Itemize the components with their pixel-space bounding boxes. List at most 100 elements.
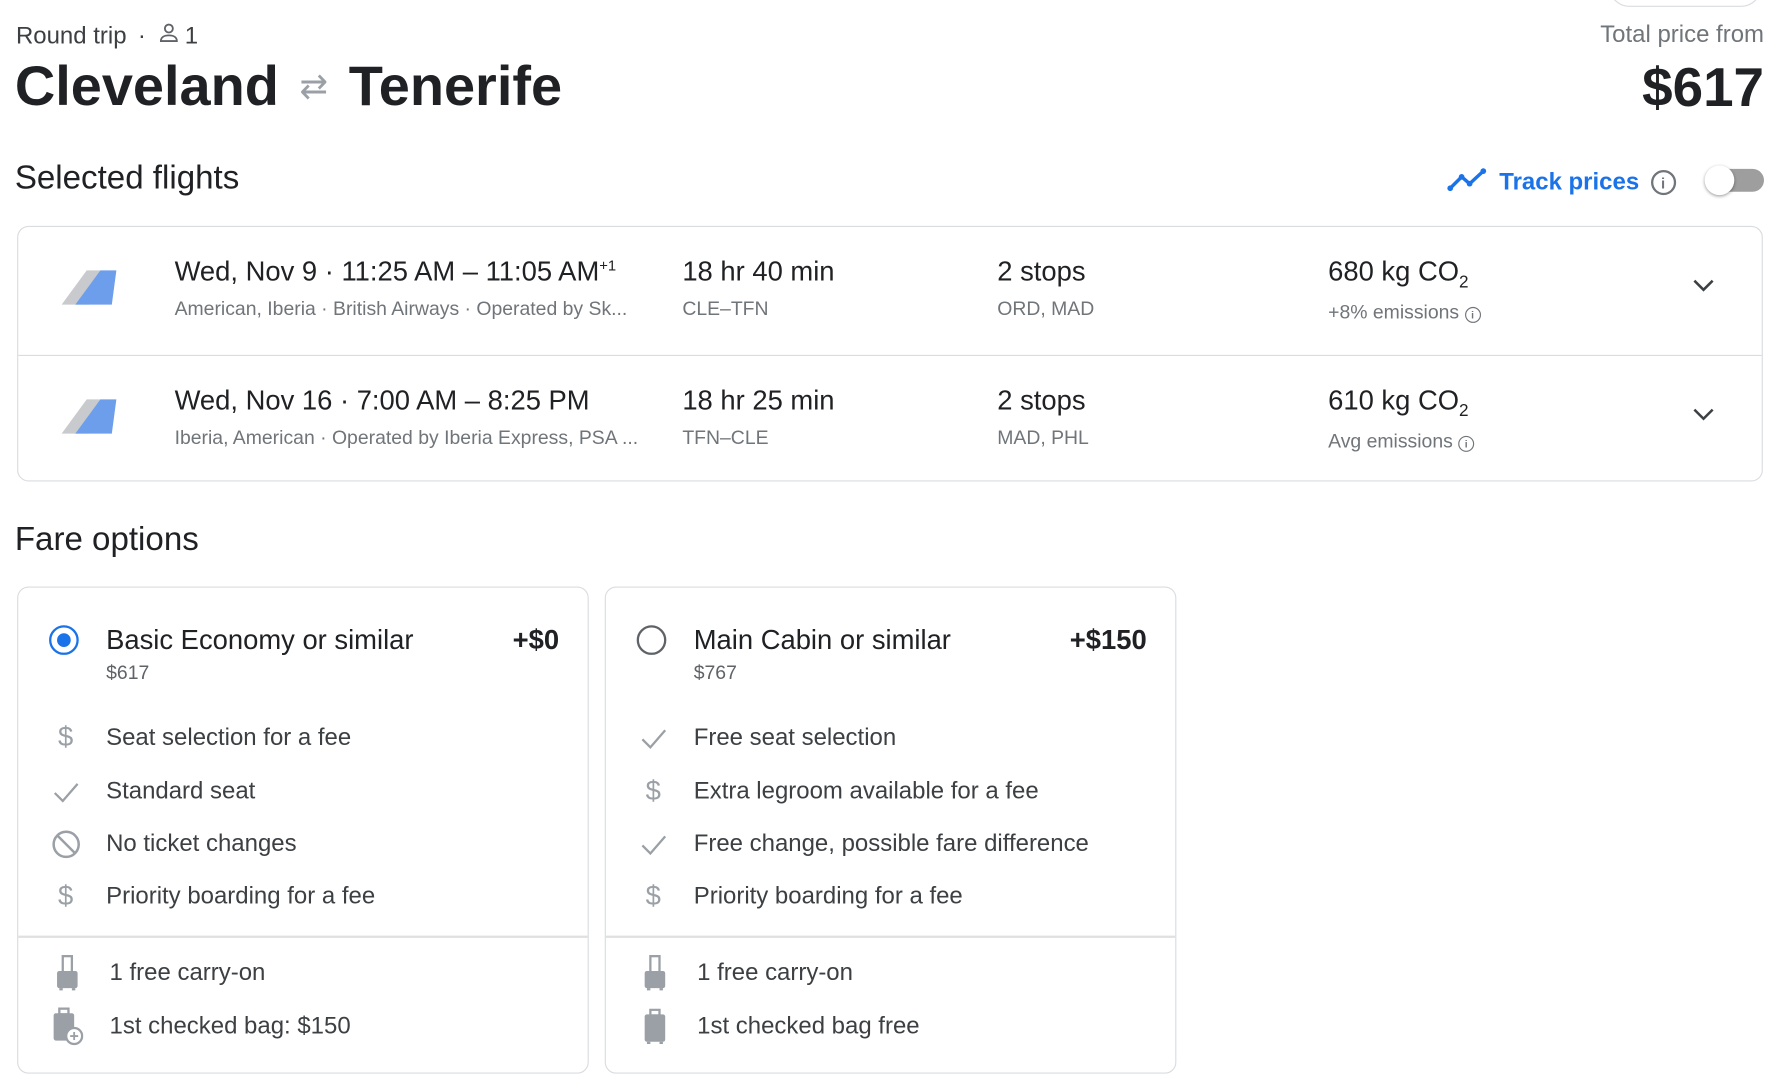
carry-on-icon [606, 955, 697, 992]
passenger-count: 1 [184, 22, 199, 50]
day-offset: +1 [599, 256, 617, 274]
chevron-down-icon[interactable] [1691, 273, 1716, 298]
selected-flights-heading: Selected flights [14, 159, 240, 197]
fare-feature: No ticket changes [18, 827, 297, 861]
airline-tail-icon [61, 399, 117, 434]
track-prices-toggle[interactable] [1704, 165, 1764, 196]
info-icon[interactable]: i [1650, 170, 1676, 196]
fare-radio[interactable] [636, 625, 667, 655]
fare-feature-text: Free change, possible fare difference [693, 830, 1089, 857]
airlines: Iberia, American · Operated by Iberia Ex… [174, 426, 639, 449]
fare-feature-text: No ticket changes [106, 830, 297, 857]
airline-tail-icon [61, 270, 117, 305]
duration: 18 hr 40 min [682, 256, 835, 288]
emissions-note: +8% emissions i [1328, 301, 1481, 324]
fare-option-basic-economy[interactable]: Basic Economy or similar $617 +$0 $ Seat s… [17, 586, 589, 1074]
block-icon [18, 830, 106, 860]
checked-bag-add-icon [18, 1007, 109, 1047]
chevron-down-icon[interactable] [1691, 402, 1716, 427]
trip-summary: Round trip · 1 [16, 22, 198, 52]
emissions-value: 610 kg CO [1328, 385, 1460, 417]
fare-name: Main Cabin [693, 625, 833, 657]
fare-price-delta: +$0 [512, 625, 560, 657]
divider [605, 935, 1176, 938]
track-prices[interactable]: Track prices i [1447, 167, 1676, 199]
fare-title: Basic Economy or similar [106, 625, 413, 657]
check-icon [606, 727, 694, 750]
dollar-icon: $ [645, 775, 661, 807]
info-icon[interactable]: i [1464, 306, 1481, 323]
fare-feature: Free change, possible fare difference [606, 827, 1089, 861]
route: CLE–TFN [682, 297, 769, 320]
trend-icon [1447, 167, 1488, 199]
flight-date: Wed, Nov 16 [174, 385, 333, 417]
fare-option-main-cabin[interactable]: Main Cabin or similar $767 +$150 Free sea… [604, 586, 1177, 1074]
fare-feature: Standard seat [18, 775, 255, 809]
dollar-icon: $ [57, 880, 74, 912]
person-icon [157, 22, 180, 52]
origin-city: Cleveland [14, 55, 279, 118]
selected-flights-card: Wed, Nov 9 · 11:25 AM – 11:05 AM+1 Ameri… [17, 225, 1763, 484]
check-icon [18, 780, 106, 803]
fare-feature-text: Free seat selection [693, 724, 897, 751]
carry-on-icon [18, 955, 109, 992]
baggage-item: 1 free carry-on [18, 954, 265, 993]
divider [18, 935, 588, 938]
info-icon[interactable]: i [1458, 435, 1475, 452]
flight-row-outbound[interactable]: Wed, Nov 9 · 11:25 AM – 11:05 AM+1 Ameri… [18, 227, 1761, 355]
fare-price: $767 [693, 661, 737, 684]
fare-radio[interactable] [49, 625, 79, 655]
fare-name: Basic Economy [106, 625, 295, 657]
emissions-subscript: 2 [1459, 272, 1469, 292]
check-icon [606, 833, 694, 856]
baggage-text: 1st checked bag: $150 [109, 1013, 351, 1040]
baggage-text: 1st checked bag free [697, 1013, 920, 1040]
emissions-value: 680 kg CO [1328, 256, 1460, 288]
baggage-item: 1 free carry-on [606, 954, 853, 993]
fare-feature-text: Standard seat [106, 778, 256, 805]
emissions: 610 kg CO2 [1328, 386, 1474, 421]
top-button-edge[interactable] [1608, 0, 1762, 7]
emissions-note: Avg emissions i [1328, 429, 1475, 453]
total-price-label: Total price from [1600, 21, 1764, 48]
toggle-knob [1704, 165, 1735, 196]
emissions-subscript: 2 [1459, 401, 1469, 421]
duration: 18 hr 25 min [682, 385, 835, 417]
fare-feature-text: Seat selection for a fee [106, 724, 352, 751]
flight-times: Wed, Nov 9 · 11:25 AM – 11:05 AM+1 [174, 256, 617, 288]
flight-time-range: 11:25 AM – 11:05 AM [341, 256, 600, 288]
fare-suffix: or similar [832, 625, 951, 657]
baggage-text: 1 free carry-on [697, 959, 853, 986]
emissions-note-text: Avg emissions [1328, 429, 1453, 452]
fare-feature: $ Seat selection for a fee [18, 721, 351, 755]
fare-price-delta: +$150 [1069, 625, 1147, 657]
baggage-item: 1st checked bag free [606, 1008, 920, 1047]
dollar-icon: $ [645, 880, 661, 912]
fare-feature-text: Priority boarding for a fee [693, 883, 963, 910]
stop-airports: MAD, PHL [997, 426, 1089, 449]
route: TFN–CLE [682, 426, 769, 449]
fare-feature: $ Extra legroom available for a fee [606, 775, 1039, 809]
total-price: $617 [1642, 58, 1764, 119]
stops: 2 stops [997, 256, 1086, 288]
flight-times: Wed, Nov 16 · 7:00 AM – 8:25 PM [174, 385, 590, 417]
checked-bag-icon [606, 1008, 697, 1046]
fare-title: Main Cabin or similar [694, 625, 951, 657]
fare-suffix: or similar [294, 625, 414, 657]
fare-feature: $ Priority boarding for a fee [606, 880, 963, 914]
separator-dot: · [137, 22, 146, 50]
stop-airports: ORD, MAD [997, 297, 1095, 320]
flight-row-return[interactable]: Wed, Nov 16 · 7:00 AM – 8:25 PM Iberia, … [18, 354, 1762, 484]
emissions: 680 kg CO2 [1328, 257, 1480, 292]
fare-options-heading: Fare options [14, 521, 199, 558]
stops: 2 stops [997, 385, 1086, 417]
route-title: Cleveland ⇄ Tenerife [15, 55, 562, 119]
baggage-text: 1 free carry-on [109, 959, 266, 986]
fare-price: $617 [106, 661, 150, 684]
track-prices-label[interactable]: Track prices [1499, 168, 1640, 196]
flight-time-range: 7:00 AM – 8:25 PM [356, 385, 590, 417]
flight-date: Wed, Nov 9 [174, 256, 318, 288]
baggage-item: 1st checked bag: $150 [18, 1007, 351, 1047]
fare-feature-text: Priority boarding for a fee [106, 883, 376, 910]
trip-type: Round trip [15, 22, 127, 50]
